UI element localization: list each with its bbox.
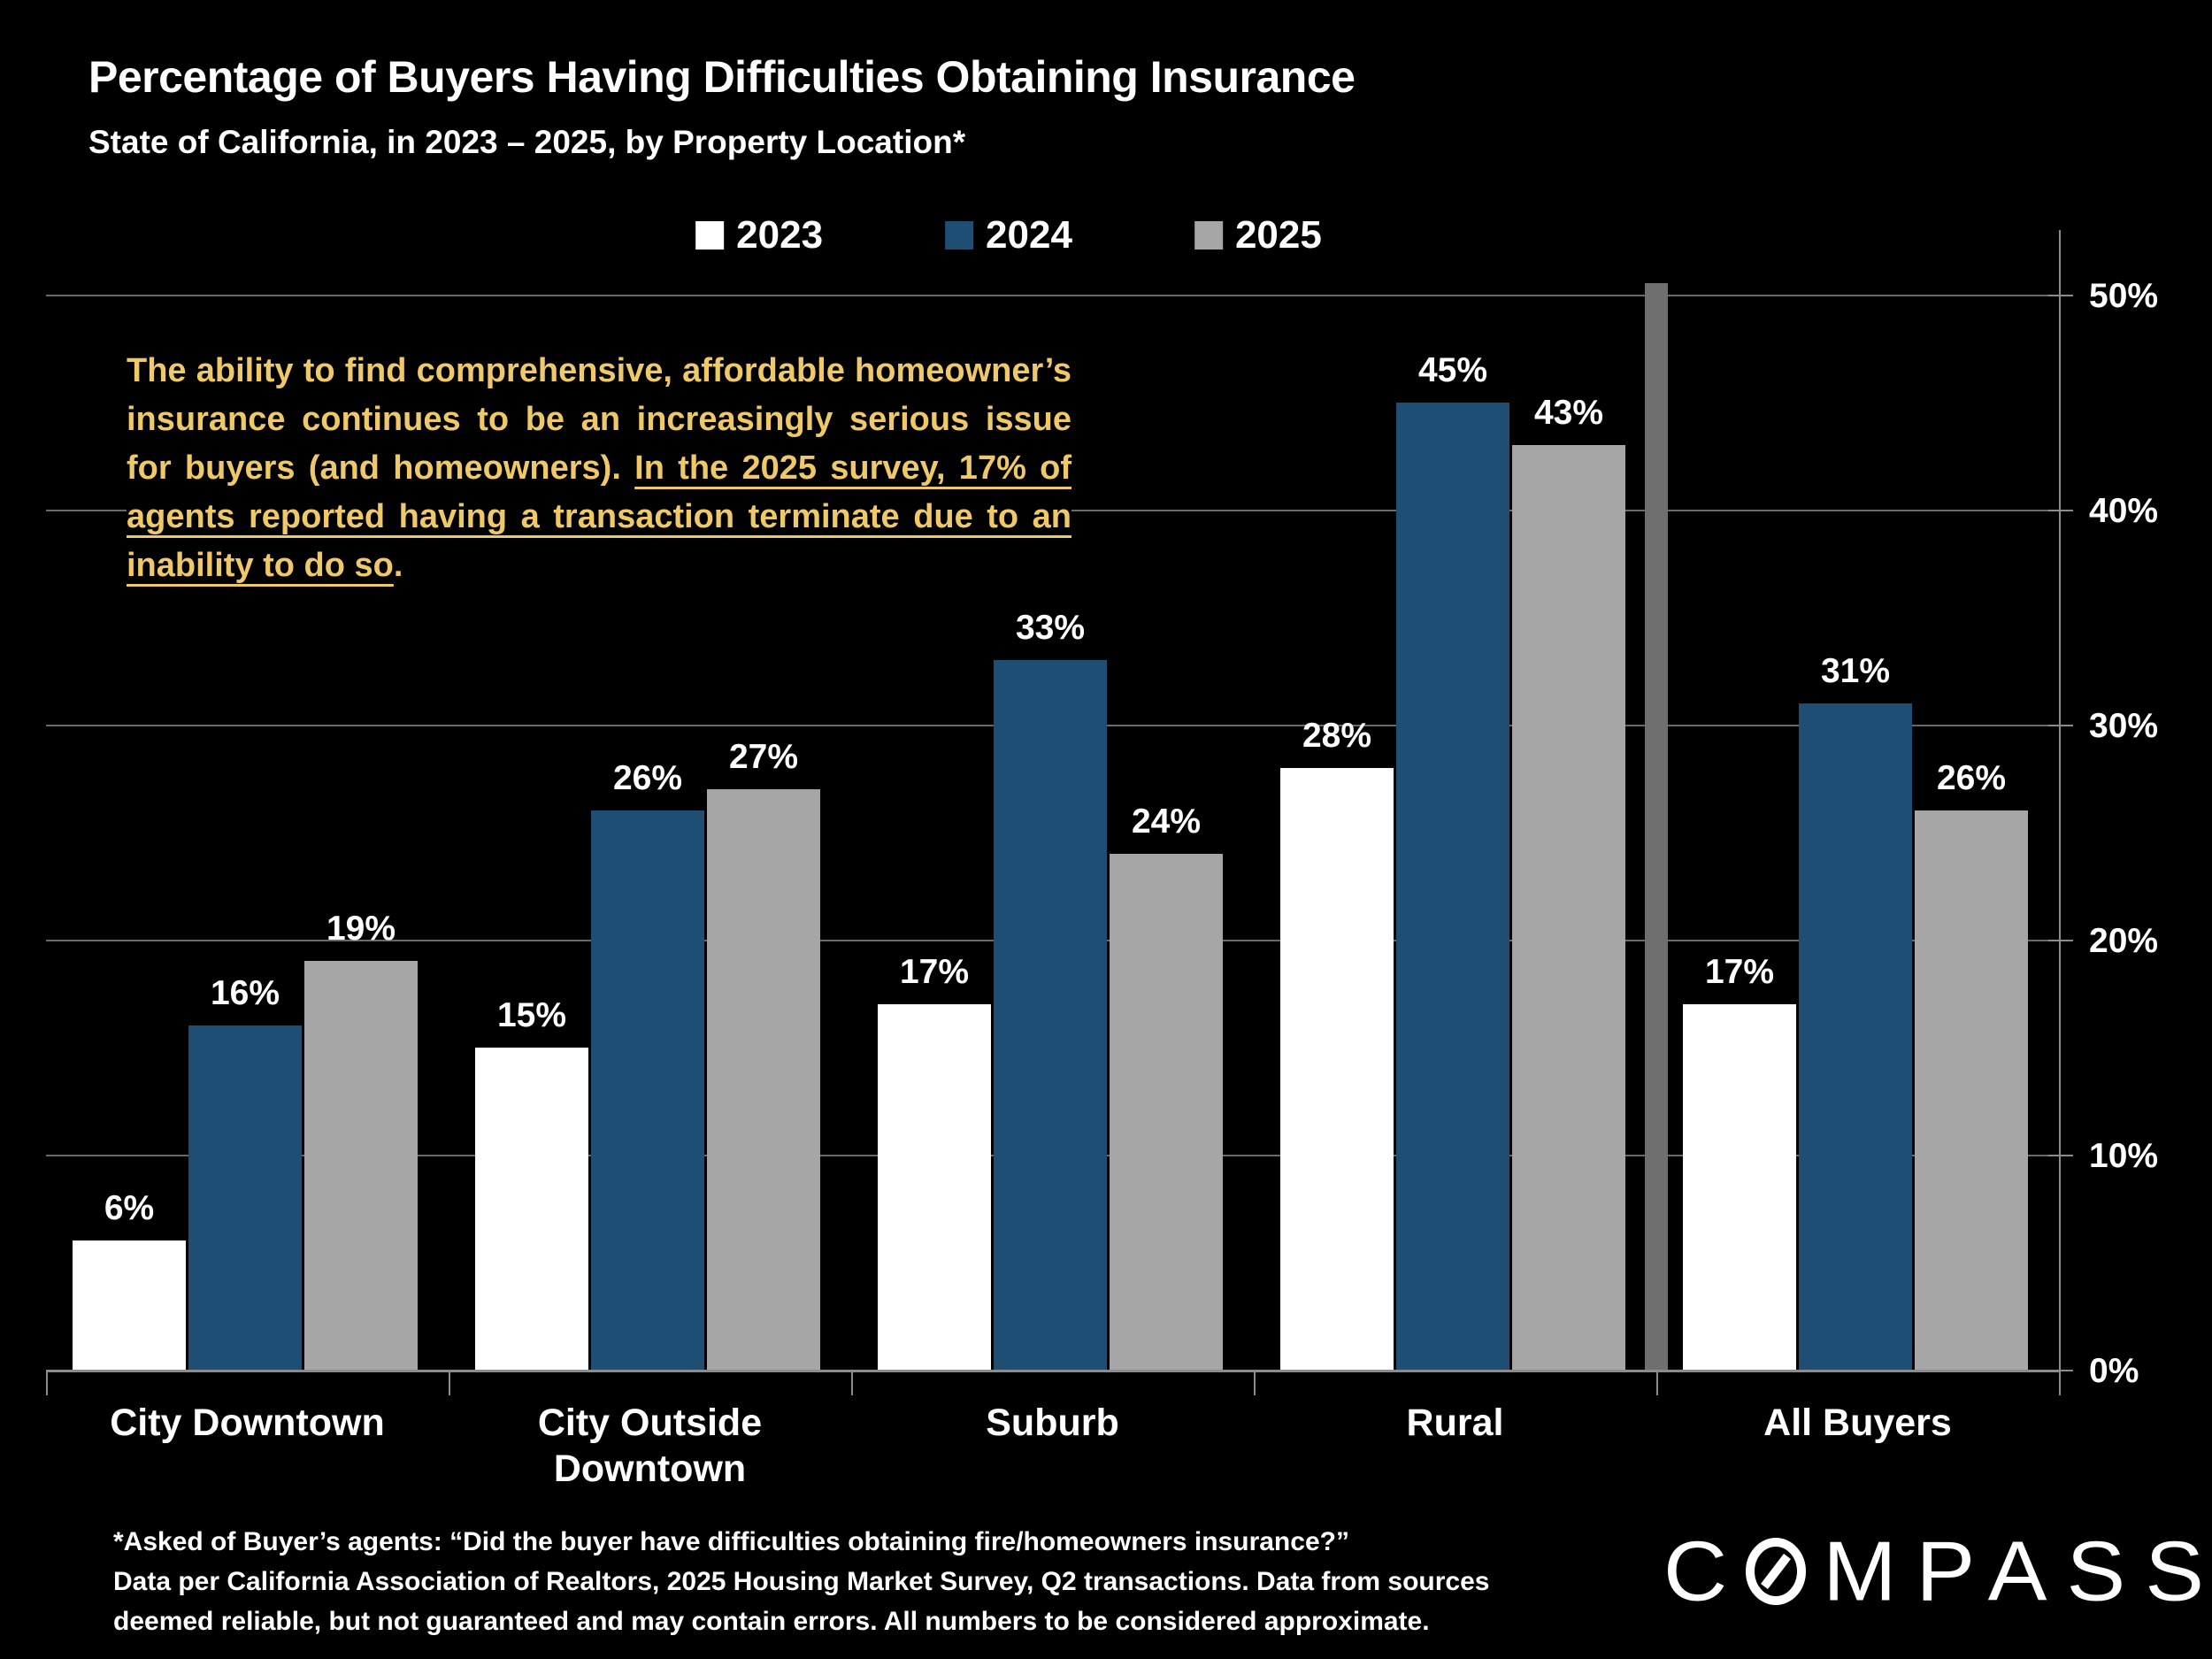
annotation-normal-text: The ability to find comprehensive, affor…: [127, 352, 1071, 487]
source-line: Data per California Association of Realt…: [113, 1567, 1490, 1636]
x-axis-tick-2: [851, 1372, 853, 1395]
footnote-line: *Asked of Buyer’s agents: “Did the buyer…: [113, 1527, 1349, 1556]
bar-value-label-2024-all-buyers: 31%: [1820, 651, 1891, 690]
y-tick-label-10: 10%: [2089, 1137, 2159, 1175]
bar-2023-city-downtown: [73, 1240, 186, 1370]
y-tick-label-40: 40%: [2089, 492, 2159, 530]
chart-subtitle: State of California, in 2023 – 2025, by …: [88, 124, 966, 160]
legend-swatch-2025: [1194, 221, 1223, 250]
chart-legend: 2023 2024 2025: [695, 216, 1322, 255]
legend-item-2024: 2024: [945, 216, 1072, 255]
bar-2025-city-outside-downtown: [707, 788, 820, 1370]
bar-2025-suburb: [1110, 853, 1223, 1370]
bar-value-label-2023-rural: 28%: [1302, 716, 1372, 755]
bar-2025-all-buyers: [1915, 810, 2028, 1370]
x-axis-line: [46, 1370, 2061, 1372]
bar-2024-suburb: [994, 660, 1107, 1370]
footer: *Asked of Buyer’s agents: “Did the buyer…: [113, 1522, 1582, 1641]
y-tick-label-50: 50%: [2089, 277, 2159, 315]
x-axis-tick-4: [1656, 1372, 1658, 1395]
category-label-rural: Rural: [1406, 1402, 1504, 1444]
y-axis-tick-20: [2048, 940, 2073, 941]
bar-2025-city-downtown: [304, 961, 418, 1370]
compass-logo: C MPASS: [1663, 1524, 2212, 1619]
legend-item-2023: 2023: [695, 216, 823, 255]
annotation-text-box: The ability to find comprehensive, affor…: [127, 342, 1071, 599]
legend-swatch-2024: [945, 221, 974, 250]
bar-2023-city-outside-downtown: [475, 1047, 588, 1370]
y-tick-label-0: 0%: [2089, 1352, 2139, 1390]
y-axis-tick-50: [2048, 295, 2073, 296]
bar-value-label-2023-city-outside-downtown: 15%: [496, 995, 567, 1034]
y-tick-label-30: 30%: [2089, 707, 2159, 745]
gridline-50: [46, 295, 2059, 296]
category-label-city-outside-downtown: City Outside Downtown: [537, 1402, 763, 1491]
bar-2023-suburb: [878, 1003, 991, 1370]
x-axis-tick-1: [449, 1372, 450, 1395]
bar-value-label-2023-city-downtown: 6%: [104, 1189, 155, 1228]
group-separator-bar: [1645, 283, 1668, 1370]
bar-value-label-2024-rural: 45%: [1417, 350, 1488, 389]
bar-2024-all-buyers: [1799, 703, 1912, 1370]
legend-swatch-2023: [695, 221, 725, 250]
legend-label-2025: 2025: [1234, 213, 1322, 257]
y-axis-tick-40: [2048, 510, 2073, 511]
y-axis-tick-0: [2048, 1370, 2073, 1371]
legend-item-2025: 2025: [1194, 216, 1322, 255]
logo-letter-c: C: [1663, 1524, 1747, 1619]
bar-value-label-2023-suburb: 17%: [899, 952, 970, 991]
chart-title: Percentage of Buyers Having Difficulties…: [88, 52, 1356, 102]
x-axis-tick-5: [2059, 1372, 2061, 1395]
x-axis-tick-0: [46, 1372, 48, 1395]
bar-2023-rural: [1280, 767, 1394, 1370]
bar-2024-city-downtown: [188, 1025, 302, 1370]
bar-value-label-2024-city-outside-downtown: 26%: [612, 759, 683, 798]
x-axis-tick-3: [1254, 1372, 1256, 1395]
logo-letters-mpass: MPASS: [1823, 1524, 2212, 1619]
category-label-city-downtown: City Downtown: [110, 1402, 385, 1444]
annotation-period: .: [393, 547, 403, 584]
bar-2024-city-outside-downtown: [591, 810, 704, 1370]
bar-value-label-2024-suburb: 33%: [1015, 609, 1086, 648]
bar-value-label-2024-city-downtown: 16%: [210, 974, 280, 1013]
y-axis-tick-10: [2048, 1155, 2073, 1156]
bar-2025-rural: [1512, 445, 1625, 1370]
bar-value-label-2025-all-buyers: 26%: [1936, 759, 2007, 798]
bar-2024-rural: [1396, 402, 1509, 1370]
legend-label-2024: 2024: [986, 213, 1072, 257]
category-label-all-buyers: All Buyers: [1763, 1402, 1952, 1444]
bar-value-label-2025-rural: 43%: [1533, 394, 1604, 433]
category-label-suburb: Suburb: [986, 1402, 1119, 1444]
y-axis-line: [2059, 230, 2061, 1372]
y-tick-label-20: 20%: [2089, 922, 2159, 960]
y-axis-tick-30: [2048, 725, 2073, 726]
bar-value-label-2025-suburb: 24%: [1131, 802, 1202, 841]
bar-2023-all-buyers: [1683, 1003, 1796, 1370]
compass-o-needle-icon: [1746, 1538, 1807, 1605]
annotation-underlined-text: In the 2025 survey, 17% of agents report…: [127, 449, 1071, 584]
bar-value-label-2025-city-outside-downtown: 27%: [728, 737, 799, 776]
bar-value-label-2023-all-buyers: 17%: [1704, 952, 1775, 991]
bar-value-label-2025-city-downtown: 19%: [326, 910, 396, 949]
legend-label-2023: 2023: [736, 213, 824, 257]
